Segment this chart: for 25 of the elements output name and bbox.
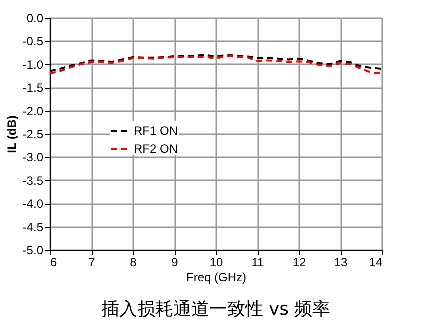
y-tick-label: -5.0 — [22, 244, 44, 258]
y-tick-label: -4.5 — [22, 220, 44, 234]
x-tick-label: 9 — [172, 256, 179, 270]
x-tick-label: 8 — [130, 256, 138, 270]
x-tick-label: 13 — [334, 256, 348, 270]
x-tick-label: 12 — [292, 256, 306, 270]
legend-label: RF2 ON — [134, 142, 178, 156]
y-tick-label: -3.0 — [22, 150, 44, 165]
y-tick-label: -3.5 — [22, 174, 44, 188]
legend-label: RF1 ON — [134, 124, 178, 138]
x-tick-label: 14 — [369, 256, 383, 270]
x-tick-label: 6 — [50, 256, 58, 270]
y-axis-title: IL (dB) — [4, 116, 19, 154]
text: 插入损耗通道一致性 vs 频率 — [101, 299, 331, 320]
x-tick-label: 10 — [210, 256, 224, 270]
y-tick-label: -1.0 — [22, 58, 44, 72]
y-tick-label: -2.5 — [22, 128, 44, 142]
y-tick-label: -1.5 — [22, 81, 44, 96]
y-tick-label: -4.0 — [22, 197, 44, 212]
x-tick-label: 7 — [88, 256, 96, 270]
x-tick-label: 11 — [252, 256, 265, 270]
y-tick-label: 0.0 — [26, 12, 44, 26]
y-tick-label: -2.0 — [22, 104, 44, 118]
x-axis-title: Freq (GHz) — [186, 270, 247, 284]
y-tick-label: -0.5 — [22, 34, 44, 49]
